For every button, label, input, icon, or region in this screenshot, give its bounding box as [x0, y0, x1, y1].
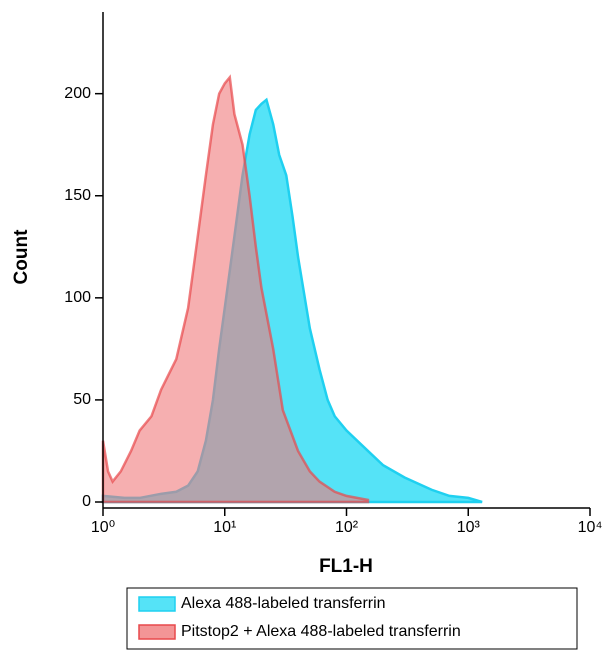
- x-tick-label: 10¹: [213, 519, 236, 536]
- legend-swatch: [138, 624, 176, 640]
- x-tick-label: 10⁰: [91, 519, 115, 536]
- y-axis-label: Count: [11, 229, 32, 285]
- x-tick-label: 10²: [335, 519, 359, 536]
- y-tick-label: 50: [73, 391, 91, 408]
- x-tick-label: 10³: [457, 519, 481, 536]
- y-tick-label: 100: [64, 289, 91, 306]
- y-tick-label: 150: [64, 187, 91, 204]
- legend-box: [126, 587, 578, 650]
- legend-swatch: [138, 596, 176, 612]
- legend-label: Alexa 488-labeled transferrin: [181, 595, 386, 612]
- y-tick-label: 200: [64, 85, 91, 102]
- x-tick-label: 10⁴: [578, 519, 603, 536]
- legend-label: Pitstop2 + Alexa 488-labeled transferrin: [181, 623, 461, 640]
- y-tick-label: 0: [82, 493, 91, 510]
- area: [101, 74, 370, 504]
- x-axis-label: FL1-H: [319, 556, 373, 577]
